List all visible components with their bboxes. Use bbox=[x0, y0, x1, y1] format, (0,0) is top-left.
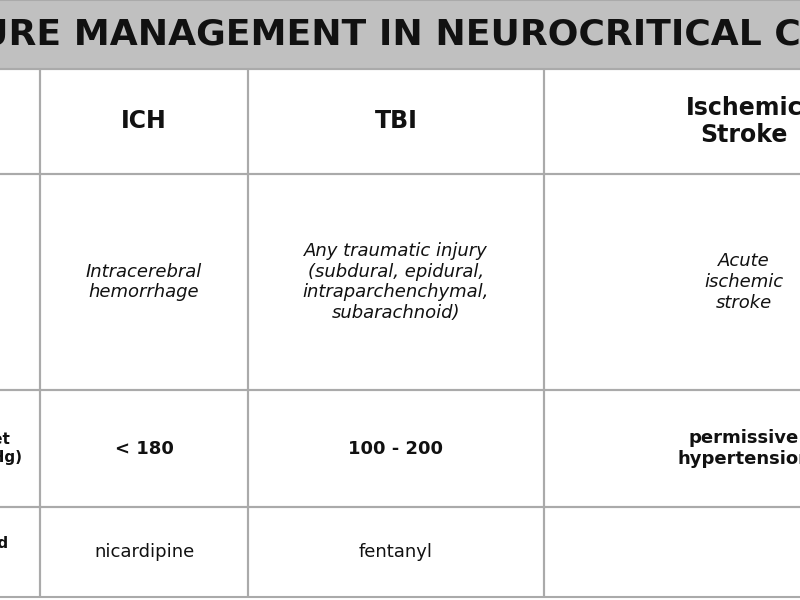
Bar bbox=[0, 507, 40, 597]
Bar bbox=[40, 390, 248, 507]
Text: BLOOD PRESSURE MANAGEMENT IN NEUROCRITICAL CARE: BLOOD PRESSURE MANAGEMENT IN NEUROCRITIC… bbox=[0, 17, 800, 52]
Bar bbox=[544, 390, 800, 507]
Bar bbox=[544, 174, 800, 390]
Text: Any traumatic injury
(subdural, epidural,
intraparchenchymal,
subarachnoid): Any traumatic injury (subdural, epidural… bbox=[303, 242, 489, 322]
Text: Acute
ischemic
stroke: Acute ischemic stroke bbox=[705, 252, 783, 312]
Text: Intracerebral
hemorrhage: Intracerebral hemorrhage bbox=[86, 263, 202, 301]
Text: nicardipine: nicardipine bbox=[94, 543, 194, 561]
Text: 100 - 200: 100 - 200 bbox=[349, 439, 443, 458]
Text: < 180: < 180 bbox=[114, 439, 174, 458]
Text: Preferred
Agent: Preferred Agent bbox=[0, 536, 9, 568]
Bar bbox=[544, 69, 800, 174]
Bar bbox=[0, 69, 40, 174]
Text: permissive
hypertension: permissive hypertension bbox=[677, 429, 800, 468]
Bar bbox=[40, 69, 248, 174]
Text: Ischemic
Stroke: Ischemic Stroke bbox=[686, 95, 800, 148]
Bar bbox=[0, 0, 800, 69]
Text: ICH: ICH bbox=[121, 109, 167, 133]
Text: BP Target
(SBP mmHg): BP Target (SBP mmHg) bbox=[0, 432, 22, 464]
Bar bbox=[0, 390, 40, 507]
Bar bbox=[40, 507, 248, 597]
Bar bbox=[248, 174, 544, 390]
Bar bbox=[40, 174, 248, 390]
Bar bbox=[248, 507, 544, 597]
Text: TBI: TBI bbox=[374, 109, 418, 133]
Bar bbox=[0, 174, 40, 390]
Bar bbox=[248, 69, 544, 174]
Bar bbox=[248, 390, 544, 507]
Text: fentanyl: fentanyl bbox=[359, 543, 433, 561]
Bar bbox=[544, 507, 800, 597]
